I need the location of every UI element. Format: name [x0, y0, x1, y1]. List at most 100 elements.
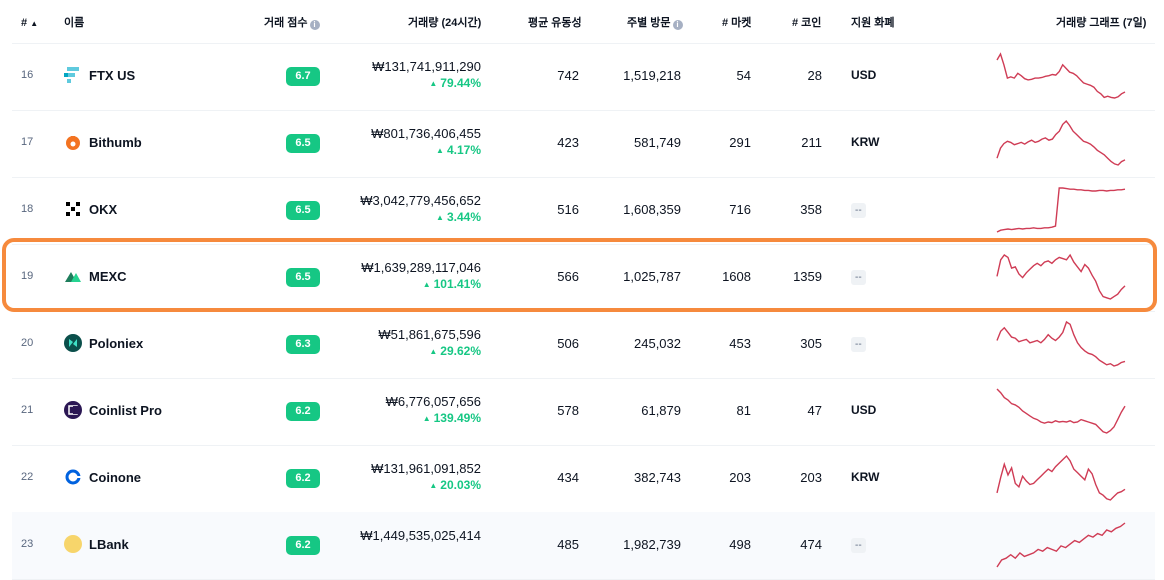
fiat-cell: -- [851, 203, 866, 218]
sort-ascending-icon[interactable]: ▲ [30, 19, 39, 28]
visits-cell: 1,608,359 [623, 202, 681, 217]
sparkline-path [996, 388, 1126, 434]
fiat-cell: KRW [851, 135, 880, 149]
markets-cell: 203 [729, 470, 751, 485]
visits-cell: 1,982,739 [623, 537, 681, 552]
table-row[interactable]: 18 OKX 6.5 ₩3,042,779,456,652 ▲ 3.44% 516… [12, 177, 1155, 245]
liquidity-cell: 506 [557, 336, 579, 351]
coins-header[interactable]: # 코인 [792, 17, 822, 29]
table-row[interactable]: 19 MEXC 6.5 ₩1,639,289,117,046 ▲ 101.41% … [12, 244, 1155, 312]
sparkline-path [996, 119, 1126, 166]
liquidity-header[interactable]: 평균 유동성 [528, 17, 582, 29]
fiat-header[interactable]: 지원 화폐 [851, 17, 895, 29]
volume-cell: ₩3,042,779,456,652 [360, 193, 481, 208]
info-icon[interactable]: i [309, 20, 320, 30]
visits-cell: 581,749 [634, 135, 681, 150]
volume-sparkline[interactable] [995, 519, 1127, 571]
volume-cell: ₩1,639,289,117,046 [361, 260, 481, 275]
score-header[interactable]: 거래 점수 i [264, 16, 320, 30]
visits-cell: 382,743 [634, 470, 681, 485]
score-badge: 6.5 [286, 268, 320, 287]
coins-cell: 358 [800, 202, 822, 217]
volume-cell: ₩801,736,406,455 [371, 126, 481, 141]
rank-cell: 16 [21, 69, 34, 81]
fiat-cell: -- [851, 538, 866, 553]
volume-cell: ₩131,741,911,290 [372, 59, 481, 74]
sparkline-path [996, 320, 1126, 367]
exchange-name-link[interactable]: FTX US [89, 68, 136, 83]
exchange-logo-icon [64, 334, 82, 352]
volume-change: ▲ 139.49% [422, 411, 481, 425]
table-row[interactable]: 17 Bithumb 6.5 ₩801,736,406,455 ▲ 4.17% 4… [12, 110, 1155, 178]
liquidity-cell: 423 [557, 135, 579, 150]
score-badge: 6.2 [286, 469, 320, 488]
sparkline-path [996, 253, 1126, 300]
table-row[interactable]: 22 Coinone 6.2 ₩131,961,091,852 ▲ 20.03% … [12, 445, 1155, 513]
markets-cell: 54 [736, 68, 751, 83]
liquidity-cell: 516 [557, 202, 579, 217]
exchange-logo-icon [64, 535, 82, 553]
table-row[interactable]: 16 FTX US 6.7 ₩131,741,911,290 ▲ 79.44% 7… [12, 43, 1155, 111]
rank-cell: 22 [21, 471, 34, 483]
exchange-name-link[interactable]: MEXC [89, 269, 127, 284]
exchange-name-link[interactable]: Poloniex [89, 336, 144, 351]
volume-sparkline[interactable] [995, 50, 1127, 102]
coins-cell: 305 [800, 336, 822, 351]
caret-up-icon: ▲ [429, 481, 438, 490]
table-row[interactable]: 20 Poloniex 6.3 ₩51,861,675,596 ▲ 29.62% … [12, 311, 1155, 379]
volume-header[interactable]: 거래량 (24시간) [408, 17, 482, 29]
name-header[interactable]: 이름 [64, 17, 85, 29]
markets-cell: 453 [729, 336, 751, 351]
fiat-cell: -- [851, 270, 866, 285]
rank-cell: 20 [21, 337, 34, 349]
volume-sparkline[interactable] [995, 251, 1127, 303]
volume-sparkline[interactable] [995, 184, 1127, 236]
liquidity-cell: 578 [557, 403, 579, 418]
coins-cell: 211 [801, 135, 822, 150]
markets-cell: 1608 [722, 269, 751, 284]
markets-cell: 291 [729, 135, 751, 150]
score-badge: 6.7 [286, 67, 320, 86]
caret-up-icon: ▲ [436, 213, 444, 222]
rank-cell: 18 [21, 203, 34, 215]
table-header: # ▲ 이름 거래 점수 i 거래량 (24시간) 평균 유동성 주별 방문 i #… [12, 0, 1155, 44]
score-badge: 6.5 [286, 201, 320, 220]
table-row[interactable]: 21 Coinlist Pro 6.2 ₩6,776,057,656 ▲ 139.… [12, 378, 1155, 446]
graph-header: 거래량 그래프 (7일) [1056, 17, 1147, 29]
exchange-name-link[interactable]: OKX [89, 202, 118, 217]
exchange-name-link[interactable]: Coinone [89, 470, 141, 485]
volume-change: ▲ 4.17% [436, 143, 481, 157]
exchange-logo-icon [64, 401, 82, 419]
volume-cell: ₩131,961,091,852 [371, 461, 481, 476]
volume-sparkline[interactable] [995, 318, 1127, 370]
volume-cell: ₩1,449,535,025,414 [360, 528, 481, 543]
sparkline-path [996, 187, 1126, 233]
exchange-name-link[interactable]: Coinlist Pro [89, 403, 162, 418]
exchange-name-link[interactable]: Bithumb [89, 135, 142, 150]
liquidity-cell: 566 [557, 269, 579, 284]
visits-header[interactable]: 주별 방문 i [627, 16, 683, 30]
sparkline-path [996, 522, 1126, 568]
coins-cell: 28 [807, 68, 822, 83]
volume-cell: ₩51,861,675,596 [378, 327, 481, 342]
caret-up-icon: ▲ [422, 414, 431, 423]
exchange-table: # ▲ 이름 거래 점수 i 거래량 (24시간) 평균 유동성 주별 방문 i #… [12, 0, 1155, 580]
volume-sparkline[interactable] [995, 117, 1127, 169]
score-badge: 6.2 [286, 536, 320, 555]
rank-header[interactable]: # ▲ [21, 17, 39, 29]
markets-header[interactable]: # 마켓 [722, 17, 752, 29]
volume-change: ▲ 29.62% [429, 344, 481, 358]
volume-cell: ₩6,776,057,656 [385, 394, 481, 409]
table-row[interactable]: 23 LBank 6.2 ₩1,449,535,025,414 485 1,98… [12, 512, 1155, 580]
volume-sparkline[interactable] [995, 452, 1127, 504]
exchange-name-link[interactable]: LBank [89, 537, 129, 552]
exchange-logo-icon [64, 468, 82, 486]
sparkline-path [996, 52, 1126, 99]
liquidity-cell: 742 [557, 68, 579, 83]
liquidity-cell: 485 [557, 537, 579, 552]
fiat-cell: KRW [851, 470, 880, 484]
volume-change: ▲ 3.44% [436, 210, 481, 224]
visits-cell: 1,025,787 [623, 269, 681, 284]
volume-sparkline[interactable] [995, 385, 1127, 437]
info-icon[interactable]: i [672, 20, 683, 30]
